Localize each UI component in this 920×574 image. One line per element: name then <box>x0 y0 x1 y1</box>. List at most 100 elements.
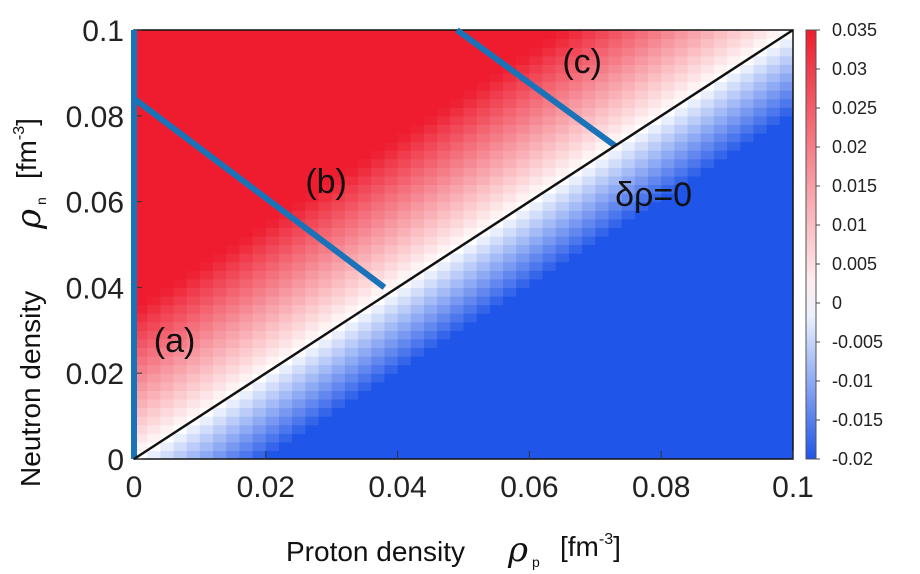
heatmap-cell <box>555 313 570 323</box>
heatmap-cell <box>265 278 280 288</box>
heatmap-cell <box>766 356 781 366</box>
heatmap-cell <box>476 433 491 443</box>
heatmap-cell <box>450 158 465 168</box>
heatmap-cell <box>621 295 636 306</box>
heatmap-cell <box>568 90 583 100</box>
heatmap-cell <box>252 278 267 288</box>
heatmap-cell <box>700 278 715 288</box>
heatmap-cell <box>661 253 675 263</box>
heatmap-cell <box>542 373 557 383</box>
heatmap-cell <box>358 227 372 237</box>
heatmap-cell <box>542 227 557 237</box>
heatmap-cell <box>542 167 557 177</box>
heatmap-cell <box>265 321 280 331</box>
heatmap-cell <box>568 175 583 186</box>
heatmap-cell <box>331 433 346 443</box>
heatmap-cell <box>147 132 161 143</box>
heatmap-cell <box>384 141 399 151</box>
heatmap-cell <box>516 253 530 263</box>
heatmap-cell <box>779 253 793 263</box>
heatmap-cell <box>779 364 793 374</box>
heatmap-cell <box>779 313 793 323</box>
heatmap-cell <box>265 72 280 83</box>
heatmap-cell <box>344 141 359 151</box>
heatmap-cell <box>516 304 530 314</box>
heatmap-cell <box>384 158 399 168</box>
heatmap-cell <box>423 321 438 331</box>
heatmap-cell <box>568 347 583 357</box>
heatmap-cell <box>555 38 570 48</box>
heatmap-cell <box>423 313 438 323</box>
heatmap-cell <box>713 304 728 314</box>
heatmap-cell <box>173 313 188 323</box>
heatmap-cell <box>147 167 161 177</box>
heatmap-cell <box>173 295 188 306</box>
heatmap-cell <box>410 150 425 160</box>
heatmap-cell <box>134 167 148 177</box>
heatmap-cell <box>740 364 755 374</box>
heatmap-cell <box>292 321 306 331</box>
heatmap-cell <box>437 450 451 459</box>
heatmap-cell <box>186 287 201 297</box>
heatmap-cell <box>634 424 649 434</box>
heatmap-cell <box>278 98 293 108</box>
heatmap-cell <box>661 90 675 100</box>
heatmap-cell <box>463 321 478 331</box>
heatmap-cell <box>568 304 583 314</box>
heatmap-cell <box>608 338 623 349</box>
heatmap-cell <box>753 81 768 91</box>
heatmap-cell <box>634 107 649 117</box>
heatmap-cell <box>779 47 793 57</box>
colorbar-tick-label: -0.005 <box>832 332 883 352</box>
heatmap-cell <box>450 270 465 280</box>
heatmap-cell <box>160 313 175 323</box>
heatmap-cell <box>727 373 741 383</box>
heatmap-cell <box>542 381 557 391</box>
heatmap-cell <box>621 124 636 134</box>
heatmap-cell <box>503 416 517 426</box>
heatmap-cell <box>344 244 359 254</box>
heatmap-cell <box>503 107 517 117</box>
heatmap-cell <box>173 441 188 452</box>
heatmap-cell <box>437 210 451 220</box>
heatmap-cell <box>239 416 254 426</box>
heatmap-cell <box>740 64 755 74</box>
heatmap-cell <box>529 441 544 452</box>
heatmap-cell <box>516 132 530 143</box>
heatmap-cell <box>134 424 148 434</box>
heatmap-cell <box>423 270 438 280</box>
heatmap-cell <box>740 390 755 400</box>
heatmap-cell <box>344 150 359 160</box>
heatmap-cell <box>766 390 781 400</box>
heatmap-cell <box>700 450 715 459</box>
heatmap-cell <box>331 390 346 400</box>
heatmap-cell <box>568 287 583 297</box>
heatmap-cell <box>173 433 188 443</box>
heatmap-cell <box>779 107 793 117</box>
heatmap-cell <box>687 38 702 48</box>
heatmap-cell <box>648 313 662 323</box>
heatmap-cell <box>265 304 280 314</box>
heatmap-cell <box>542 261 557 271</box>
x-axis: 0 0.02 0.04 0.06 0.08 0.1 <box>126 451 814 504</box>
heatmap-cell <box>555 347 570 357</box>
heatmap-cell <box>344 441 359 452</box>
heatmap-cell <box>331 218 346 228</box>
heatmap-cell <box>740 158 755 168</box>
heatmap-cell <box>608 441 623 452</box>
heatmap-cell <box>529 381 544 391</box>
heatmap-cell <box>265 175 280 186</box>
heatmap-cell <box>661 64 675 74</box>
heatmap-cell <box>621 416 636 426</box>
heatmap-cell <box>713 227 728 237</box>
heatmap-cell <box>516 441 530 452</box>
heatmap-cell <box>608 407 623 417</box>
heatmap-cell <box>450 347 465 357</box>
heatmap-cell <box>740 201 755 211</box>
heatmap-cell <box>358 390 372 400</box>
heatmap-cell <box>265 244 280 254</box>
heatmap-cell <box>265 347 280 357</box>
heatmap-cell <box>568 158 583 168</box>
heatmap-cell <box>186 72 201 83</box>
heatmap-cell <box>173 381 188 391</box>
